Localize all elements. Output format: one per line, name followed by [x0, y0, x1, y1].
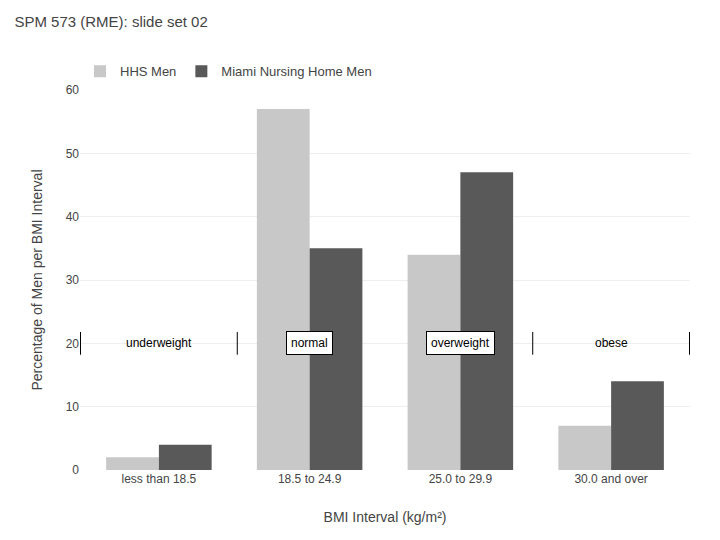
- svg-text:obese: obese: [595, 336, 628, 350]
- svg-text:HHS Men: HHS Men: [120, 64, 176, 79]
- svg-text:SPM 573 (RME): slide set 02: SPM 573 (RME): slide set 02: [14, 13, 207, 30]
- svg-text:20: 20: [66, 337, 80, 351]
- svg-text:30.0 and over: 30.0 and over: [574, 472, 647, 486]
- svg-text:BMI Interval (kg/m²): BMI Interval (kg/m²): [324, 509, 447, 525]
- svg-text:30: 30: [66, 273, 80, 287]
- svg-text:50: 50: [66, 147, 80, 161]
- svg-text:10: 10: [66, 400, 80, 414]
- svg-text:normal: normal: [291, 336, 328, 350]
- svg-text:less than 18.5: less than 18.5: [122, 472, 197, 486]
- svg-text:40: 40: [66, 210, 80, 224]
- svg-text:25.0 to 29.9: 25.0 to 29.9: [429, 472, 493, 486]
- svg-text:underweight: underweight: [126, 336, 192, 350]
- svg-text:overweight: overweight: [431, 336, 490, 350]
- svg-text:0: 0: [72, 463, 79, 477]
- svg-text:60: 60: [66, 83, 80, 97]
- svg-text:Percentage of Men per BMI Inte: Percentage of Men per BMI Interval: [29, 170, 45, 391]
- svg-text:Miami Nursing Home Men: Miami Nursing Home Men: [221, 64, 371, 79]
- svg-text:18.5 to 24.9: 18.5 to 24.9: [278, 472, 342, 486]
